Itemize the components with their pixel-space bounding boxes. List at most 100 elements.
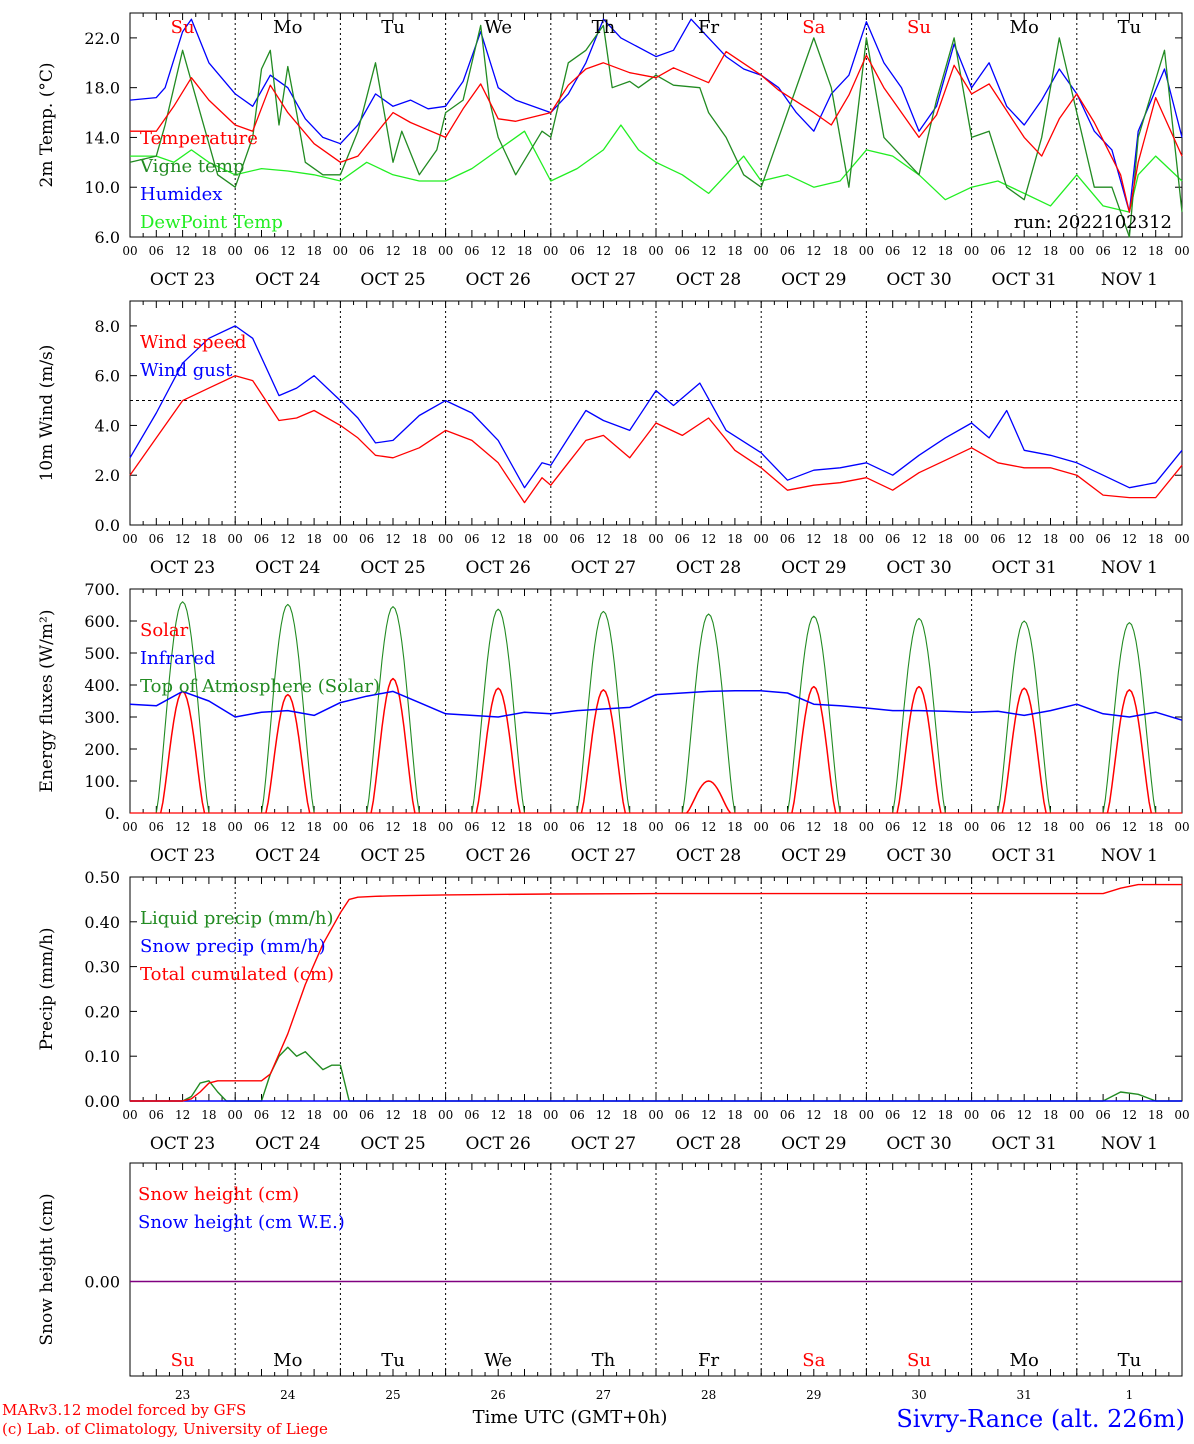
- hour-tick-label: 18: [832, 1108, 847, 1122]
- hour-tick-label: 00: [543, 244, 558, 258]
- y-tick-label: 400.: [84, 676, 120, 695]
- hour-tick-label: 12: [806, 820, 821, 834]
- hour-tick-label: 00: [1069, 1108, 1084, 1122]
- y-tick-label: 0.50: [84, 868, 120, 887]
- series-top-of-atmosphere: [1102, 622, 1157, 814]
- hour-tick-label: 12: [1017, 532, 1032, 546]
- hour-tick-label: 00: [859, 1108, 874, 1122]
- series-top-of-atmosphere: [155, 601, 210, 814]
- date-label: OCT 28: [676, 846, 741, 866]
- hour-tick-label: 18: [622, 820, 637, 834]
- day-number-label: 31: [1017, 1388, 1032, 1402]
- hour-tick-label: 18: [201, 1108, 216, 1122]
- weekday-label: Mo: [1010, 1350, 1039, 1371]
- hour-tick-label: 06: [569, 244, 584, 258]
- y-axis-label: 2m Temp. (°C): [37, 62, 57, 187]
- series-top-of-atmosphere: [366, 606, 420, 814]
- hour-tick-label: 12: [280, 532, 295, 546]
- hour-tick-label: 12: [385, 820, 400, 834]
- legend-entry: Snow height (cm): [138, 1184, 299, 1205]
- hour-tick-label: 12: [280, 1108, 295, 1122]
- date-label: OCT 29: [781, 558, 846, 578]
- hour-tick-label: 12: [596, 532, 611, 546]
- hour-tick-label: 06: [569, 532, 584, 546]
- hour-tick-label: 18: [727, 244, 742, 258]
- x-axis-label: Time UTC (GMT+0h): [473, 1407, 668, 1428]
- hour-tick-label: 18: [832, 820, 847, 834]
- date-label: OCT 31: [992, 270, 1057, 290]
- date-label: NOV 1: [1101, 270, 1158, 290]
- day-number-label: 28: [701, 1388, 716, 1402]
- y-tick-label: 0.00: [84, 1273, 120, 1292]
- hour-tick-label: 06: [359, 1108, 374, 1122]
- hour-tick-label: 00: [333, 244, 348, 258]
- series-top-of-atmosphere: [681, 613, 736, 814]
- date-label: OCT 26: [466, 846, 531, 866]
- hour-tick-label: 06: [464, 1108, 479, 1122]
- hour-tick-label: 18: [517, 244, 532, 258]
- hour-tick-label: 18: [201, 820, 216, 834]
- y-tick-label: 700.: [84, 580, 120, 599]
- date-label: OCT 23: [150, 846, 215, 866]
- hour-tick-label: 12: [1017, 820, 1032, 834]
- y-tick-label: 0.40: [84, 913, 120, 932]
- series-solar: [1106, 689, 1153, 814]
- date-label: OCT 29: [781, 846, 846, 866]
- date-label: OCT 26: [466, 1134, 531, 1154]
- hour-tick-label: 00: [859, 532, 874, 546]
- panel-4: 00 06 12 18 OCT 23 00 06 12 18 OCT 24 00 06 12 18 OCT …: [37, 868, 1190, 1154]
- hour-tick-label: 18: [622, 532, 637, 546]
- hour-tick-label: 06: [149, 244, 164, 258]
- series-infrared: [129, 690, 1183, 721]
- y-tick-label: 18.0: [84, 79, 120, 98]
- series-top-of-atmosphere: [471, 608, 526, 814]
- series-solar: [265, 693, 311, 814]
- date-label: OCT 23: [150, 1134, 215, 1154]
- hour-tick-label: 12: [1122, 532, 1137, 546]
- hour-tick-label: 06: [464, 244, 479, 258]
- hour-tick-label: 12: [385, 532, 400, 546]
- hour-tick-label: 00: [754, 244, 769, 258]
- legend-entry: Infrared: [140, 648, 215, 669]
- hour-tick-label: 00: [964, 820, 979, 834]
- hour-tick-label: 00: [228, 532, 243, 546]
- hour-tick-label: 00: [543, 532, 558, 546]
- y-axis-label: Precip (mm/h): [37, 927, 57, 1050]
- hour-tick-label: 18: [938, 244, 953, 258]
- series-solar: [159, 690, 206, 814]
- y-axis-label: Snow height (cm): [37, 1193, 57, 1345]
- hour-tick-label: 06: [990, 820, 1005, 834]
- hour-tick-label: 12: [596, 1108, 611, 1122]
- weekday-label: Su: [907, 17, 931, 38]
- hour-tick-label: 06: [780, 244, 795, 258]
- hour-tick-label: 06: [149, 820, 164, 834]
- hour-tick-label: 06: [149, 532, 164, 546]
- series-top-of-atmosphere: [892, 617, 946, 814]
- y-tick-label: 6.0: [95, 228, 120, 247]
- hour-tick-label: 00: [438, 532, 453, 546]
- legend-entry: Liquid precip (mm/h): [140, 908, 334, 929]
- y-tick-label: 500.: [84, 644, 120, 663]
- series-solar: [791, 685, 837, 814]
- station-name: Sivry-Rance (alt. 226m): [896, 1405, 1185, 1433]
- series-wind-speed: [129, 375, 1183, 504]
- lab-credit: (c) Lab. of Climatology, University of L…: [2, 1420, 328, 1438]
- series-solar: [370, 677, 416, 814]
- hour-tick-label: 00: [648, 820, 663, 834]
- hour-tick-label: 00: [859, 820, 874, 834]
- y-tick-label: 200.: [84, 740, 120, 759]
- date-label: OCT 30: [886, 270, 951, 290]
- y-tick-label: 600.: [84, 612, 120, 631]
- hour-tick-label: 18: [938, 820, 953, 834]
- date-label: NOV 1: [1101, 558, 1158, 578]
- date-label: OCT 27: [571, 846, 636, 866]
- weekday-label: Mo: [273, 17, 302, 38]
- date-label: OCT 26: [466, 558, 531, 578]
- date-label: OCT 28: [676, 558, 741, 578]
- hour-tick-label: 00: [964, 1108, 979, 1122]
- hour-tick-label: 00: [648, 1108, 663, 1122]
- hour-tick-label: 12: [491, 1108, 506, 1122]
- hour-tick-label: 06: [780, 820, 795, 834]
- hour-tick-label: 06: [149, 1108, 164, 1122]
- date-label: OCT 23: [150, 558, 215, 578]
